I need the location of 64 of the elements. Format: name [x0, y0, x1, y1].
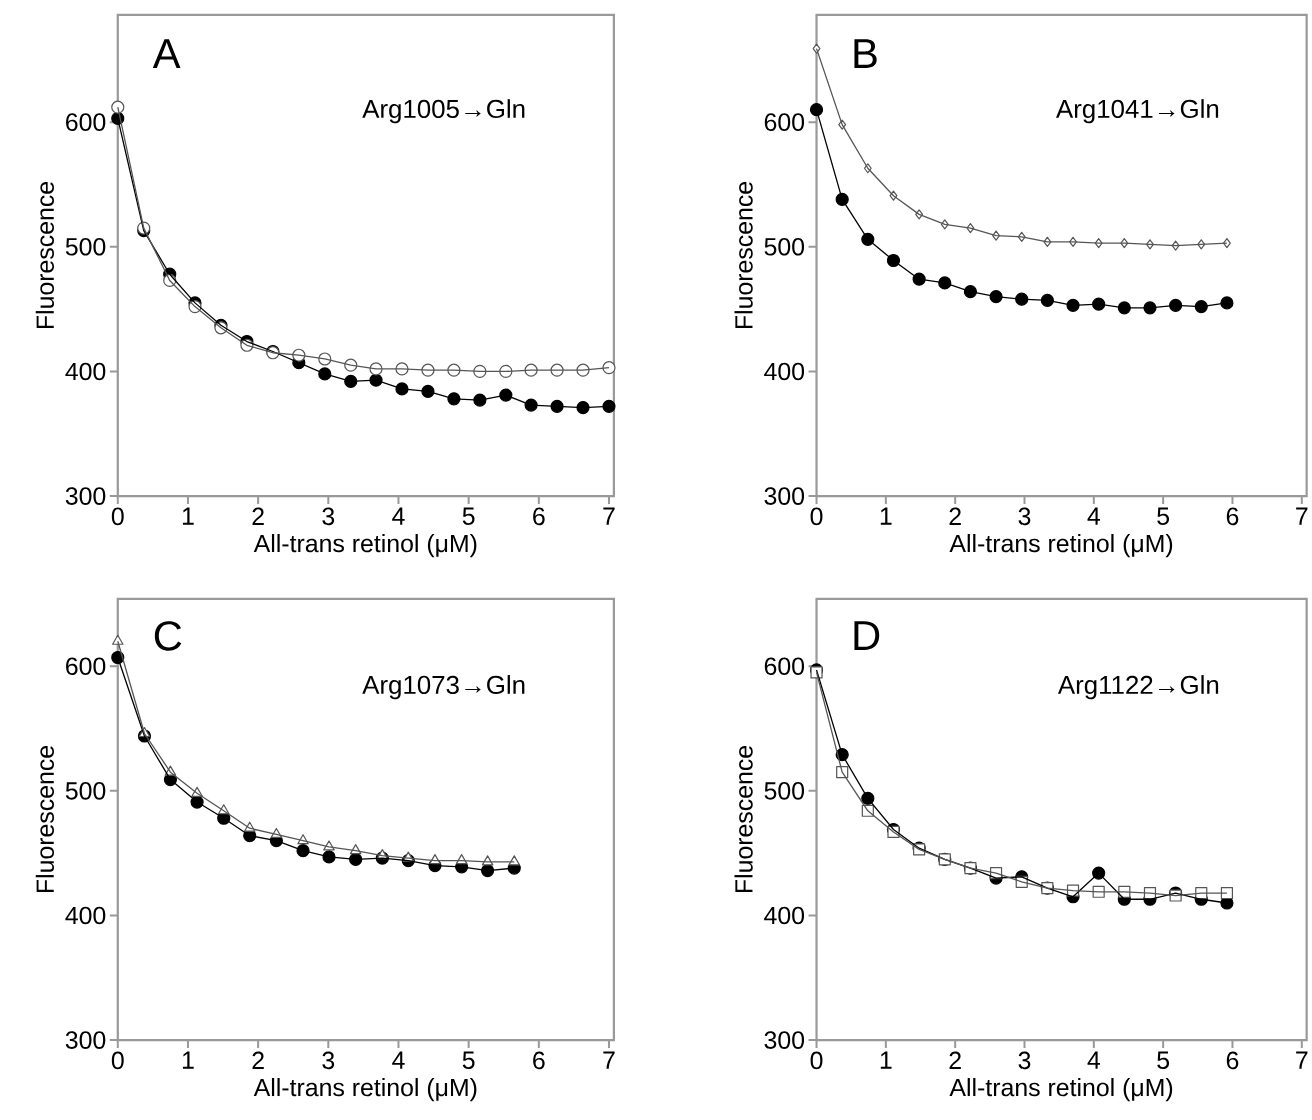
- y-axis-title: Fluorescence: [734, 182, 753, 329]
- x-tick-label: 3: [322, 1051, 335, 1070]
- x-tick-label: 6: [1226, 1051, 1239, 1070]
- x-tick-label: 2: [252, 1051, 264, 1069]
- y-tick-label: 400: [764, 906, 805, 925]
- chart-title: A: [152, 39, 181, 68]
- y-tick-label: 300: [764, 1031, 805, 1049]
- chart-title: D: [854, 621, 880, 650]
- annotation: Arg1073→Gln: [362, 675, 525, 700]
- x-tick-label: 2: [949, 1051, 961, 1069]
- x-tick-label: 0: [111, 507, 124, 526]
- y-tick-label: 600: [764, 657, 805, 676]
- y-tick-label: 500: [764, 238, 805, 256]
- x-tick-label: 3: [1018, 507, 1031, 526]
- x-tick-label: 4: [1087, 1051, 1101, 1069]
- x-axis-title: All-trans retinol (μM): [949, 1078, 1173, 1102]
- x-axis-title: All-trans retinol (μM): [949, 534, 1173, 558]
- x-tick-label: 0: [810, 507, 823, 526]
- x-tick-label: 5: [1157, 1051, 1170, 1069]
- annotation: Arg1005→Gln: [362, 99, 525, 124]
- x-axis-title: All-trans retinol (μM): [253, 534, 477, 558]
- y-tick-label: 600: [66, 657, 106, 676]
- y-axis-title: Fluorescence: [734, 746, 753, 893]
- x-tick-label: 7: [603, 1051, 615, 1069]
- y-tick-label: 300: [65, 487, 106, 505]
- y-tick-label: 500: [65, 238, 106, 256]
- y-tick-label: 300: [764, 487, 805, 505]
- x-tick-label: 0: [810, 1051, 823, 1070]
- x-tick-label: 2: [949, 507, 961, 525]
- x-tick-label: 4: [392, 1051, 405, 1069]
- y-tick-label: 400: [764, 362, 805, 381]
- annotation: Arg1122→Gln: [1057, 675, 1219, 700]
- y-tick-label: 500: [65, 782, 106, 800]
- y-tick-label: 400: [65, 906, 106, 925]
- x-tick-label: 3: [322, 507, 335, 526]
- x-tick-label: 5: [462, 507, 475, 525]
- x-tick-label: 5: [1157, 507, 1170, 525]
- chart-title: C: [154, 621, 182, 651]
- x-tick-label: 6: [1226, 507, 1239, 526]
- x-tick-label: 1: [880, 1051, 892, 1069]
- x-tick-label: 7: [603, 507, 615, 525]
- y-tick-label: 600: [764, 113, 805, 131]
- y-tick-label: 600: [66, 113, 106, 131]
- x-tick-label: 5: [462, 1051, 475, 1069]
- x-tick-label: 6: [533, 1051, 545, 1070]
- x-tick-label: 2: [252, 507, 264, 525]
- x-tick-label: 1: [880, 507, 892, 525]
- y-tick-label: 400: [65, 362, 106, 381]
- x-tick-label: 4: [1087, 507, 1101, 525]
- x-tick-label: 0: [111, 1051, 124, 1070]
- y-tick-label: 300: [65, 1031, 106, 1049]
- y-axis-title: Fluorescence: [35, 182, 54, 329]
- x-tick-label: 7: [1296, 1051, 1308, 1069]
- x-tick-label: 3: [1018, 1051, 1031, 1070]
- x-tick-label: 1: [182, 507, 194, 525]
- x-tick-label: 1: [182, 1051, 194, 1069]
- annotation: Arg1041→Gln: [1056, 99, 1219, 124]
- x-tick-label: 6: [533, 507, 545, 526]
- x-axis-title: All-trans retinol (μM): [253, 1078, 477, 1102]
- chart-title: B: [854, 39, 877, 68]
- y-axis-title: Fluorescence: [35, 746, 54, 893]
- x-tick-label: 4: [392, 507, 405, 525]
- x-tick-label: 7: [1296, 507, 1308, 525]
- y-tick-label: 500: [764, 782, 805, 800]
